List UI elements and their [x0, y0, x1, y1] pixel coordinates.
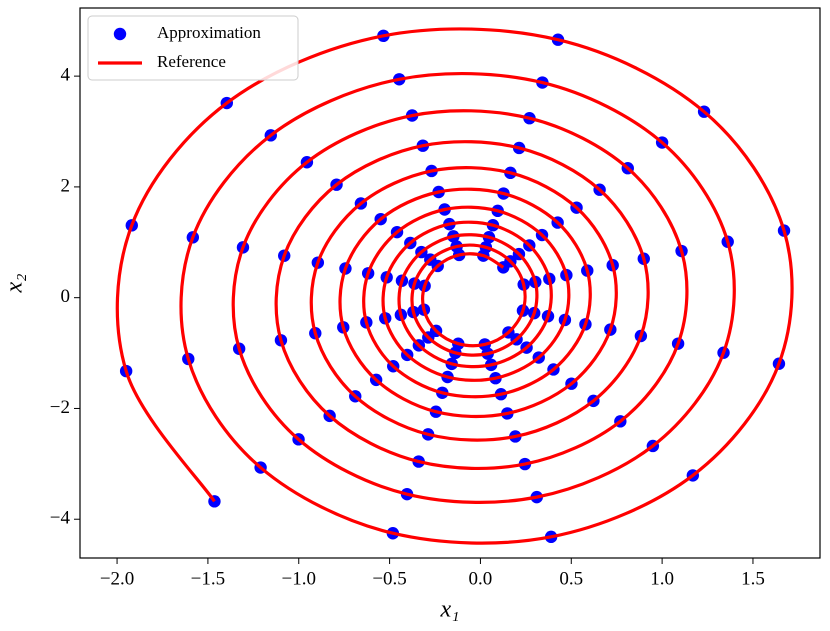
- y-tick-label: −4: [50, 508, 71, 529]
- y-tick-label: 0: [61, 286, 71, 307]
- x-tick-label: 0.0: [469, 568, 493, 589]
- y-tick-label: 2: [61, 175, 71, 196]
- x-tick-label: −1.0: [282, 568, 316, 589]
- x-tick-label: −2.0: [100, 568, 134, 589]
- y-tick-label: −2: [50, 397, 70, 418]
- plot-frame: [79, 7, 821, 559]
- y-tick-label: 4: [61, 64, 71, 85]
- legend-marker: [113, 27, 127, 41]
- x-tick-label: 0.5: [559, 568, 583, 589]
- legend-label: Reference: [157, 52, 226, 71]
- x-tick-label: −1.5: [191, 568, 225, 589]
- legend: Approximation Reference: [87, 15, 299, 81]
- legend-label: Approximation: [157, 23, 261, 42]
- x-tick-label: 1.0: [650, 568, 674, 589]
- x-axis-label: x₁: [440, 597, 460, 623]
- y-axis-label: x₂: [2, 274, 28, 294]
- reference-line: [115, 27, 794, 545]
- x-tick-label: −0.5: [372, 568, 406, 589]
- plot-area: [115, 27, 794, 545]
- x-tick-label: 1.5: [741, 568, 765, 589]
